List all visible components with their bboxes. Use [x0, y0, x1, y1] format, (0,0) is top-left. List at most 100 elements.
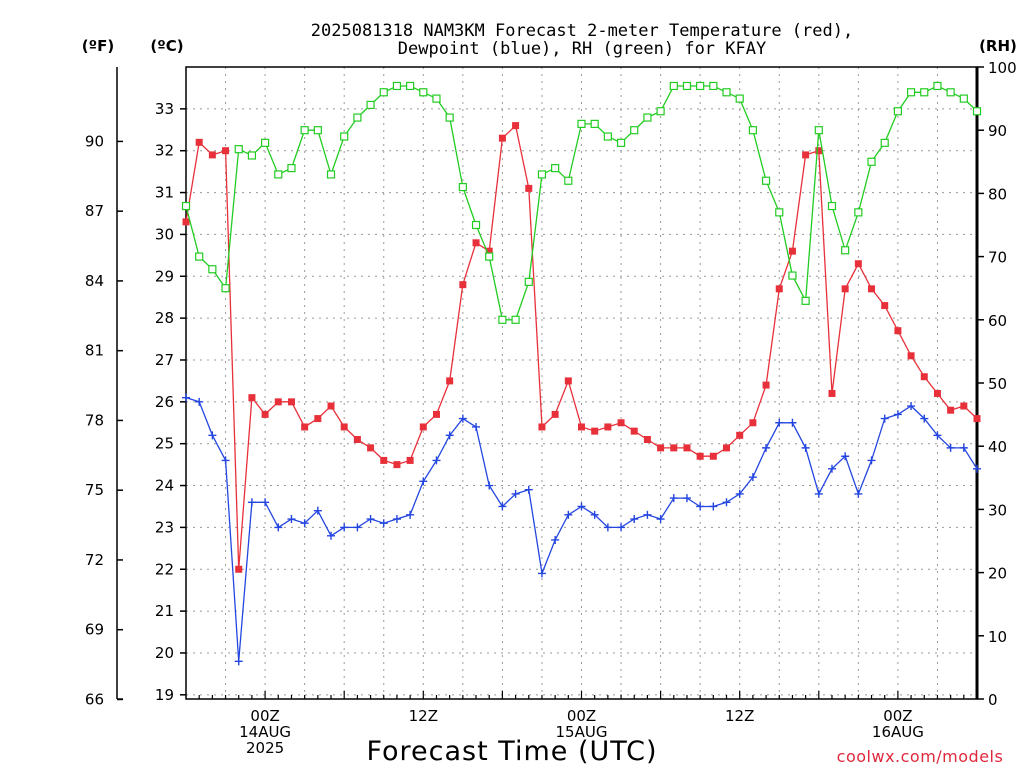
- temperature-point: [485, 247, 493, 255]
- temperature-point: [802, 151, 810, 159]
- temperature-point: [670, 444, 678, 452]
- dewpoint-point: [392, 515, 401, 524]
- temperature-point: [182, 218, 190, 226]
- rh-tick-label: 10: [988, 628, 1007, 646]
- rh-point: [353, 113, 362, 122]
- dewpoint-point: [274, 523, 283, 532]
- rh-tick-label: 60: [988, 312, 1007, 330]
- temperature-point: [538, 423, 546, 431]
- x-tick-label: 12Z: [725, 707, 754, 725]
- rh-point: [577, 119, 586, 128]
- rh-point: [669, 81, 678, 91]
- dewpoint-point: [656, 515, 665, 524]
- temperature-point: [432, 410, 440, 418]
- temperature-point: [696, 452, 704, 460]
- rh-series: [181, 81, 982, 324]
- temperature-point: [881, 302, 889, 310]
- rh-point: [801, 296, 810, 305]
- dewpoint-point: [907, 402, 916, 411]
- x-tick-label: 16AUG: [872, 723, 924, 741]
- rh-point: [498, 315, 507, 324]
- temperature-point: [841, 285, 849, 293]
- rh-point: [643, 113, 652, 122]
- chart-title: 2025081318 NAM3KM Forecast 2-meter Tempe…: [311, 21, 853, 59]
- dewpoint-point: [498, 502, 507, 511]
- temperature-point: [933, 389, 941, 397]
- rh-point: [551, 164, 560, 173]
- temperature-point: [723, 444, 731, 452]
- temperature-point: [617, 419, 625, 427]
- dewpoint-point: [669, 494, 678, 503]
- temperature-point: [235, 565, 243, 573]
- temperature-point: [578, 423, 585, 431]
- dewpoint-point: [880, 414, 889, 423]
- rh-point: [247, 151, 257, 160]
- dewpoint-point: [946, 443, 955, 452]
- dewpoint-point: [432, 456, 441, 465]
- dewpoint-point: [564, 510, 573, 519]
- rh-point: [920, 88, 929, 97]
- fahrenheit-tick-label: 72: [85, 551, 104, 569]
- dewpoint-point: [788, 418, 797, 427]
- temperature-point: [591, 427, 599, 435]
- temperature-point: [657, 444, 665, 452]
- rh-point: [274, 170, 283, 179]
- temperature-point: [973, 415, 981, 423]
- temperature-point: [222, 147, 230, 155]
- rh-point: [656, 107, 665, 116]
- dewpoint-series: [182, 393, 981, 666]
- dewpoint-point: [419, 477, 428, 486]
- rh-point: [814, 126, 823, 135]
- temperature-point: [630, 427, 638, 435]
- celsius-tick-label: 23: [155, 518, 174, 536]
- rh-point: [379, 88, 388, 97]
- temperature-point: [248, 394, 256, 402]
- temperature-point: [393, 461, 401, 469]
- temperature-point: [472, 239, 480, 247]
- rh-tick-label: 80: [988, 185, 1007, 203]
- temperature-point: [960, 402, 968, 410]
- celsius-tick-label: 29: [155, 267, 174, 285]
- dewpoint-point: [353, 523, 362, 532]
- dewpoint-point: [340, 523, 349, 532]
- dewpoint-point: [524, 485, 533, 494]
- dewpoint-point: [643, 510, 652, 519]
- dewpoint-point: [577, 502, 586, 511]
- temperature-point: [736, 431, 744, 439]
- fahrenheit-tick-label: 69: [85, 621, 104, 639]
- dewpoint-point: [617, 523, 626, 532]
- rh-point: [366, 100, 375, 110]
- rh-point: [195, 252, 204, 261]
- rh-point: [709, 81, 718, 91]
- temperature-point: [907, 352, 915, 360]
- celsius-tick-label: 28: [155, 309, 174, 327]
- temperature-point: [762, 381, 770, 389]
- tick-labels: 19 20 21 22 23 24 25 26 27 28 29 30 31 32 33 66 69 72 75 78…: [85, 59, 1017, 757]
- rh-point: [590, 119, 599, 128]
- rh-point: [775, 208, 784, 217]
- fahrenheit-unit-label: (ºF): [82, 37, 114, 55]
- rh-point: [326, 170, 336, 179]
- dewpoint-point: [300, 519, 309, 528]
- data-series: [181, 81, 982, 666]
- dewpoint-point: [696, 502, 705, 511]
- dewpoint-point: [327, 531, 336, 540]
- dewpoint-point: [366, 515, 375, 524]
- dewpoint-point: [406, 510, 415, 519]
- temperature-point: [195, 138, 203, 146]
- dewpoint-point: [511, 489, 520, 498]
- rh-point: [630, 126, 639, 135]
- dewpoint-point: [247, 498, 256, 507]
- temperature-point: [459, 281, 467, 289]
- dewpoint-point: [748, 473, 757, 482]
- dewpoint-point: [775, 418, 784, 427]
- rh-tick-label: 100: [988, 59, 1017, 77]
- rh-point: [788, 271, 797, 280]
- rh-point: [841, 246, 850, 255]
- rh-point: [735, 94, 744, 103]
- rh-point: [181, 201, 191, 211]
- rh-point: [208, 265, 217, 274]
- celsius-tick-label: 31: [155, 184, 174, 202]
- rh-point: [603, 132, 612, 141]
- rh-point: [524, 277, 533, 286]
